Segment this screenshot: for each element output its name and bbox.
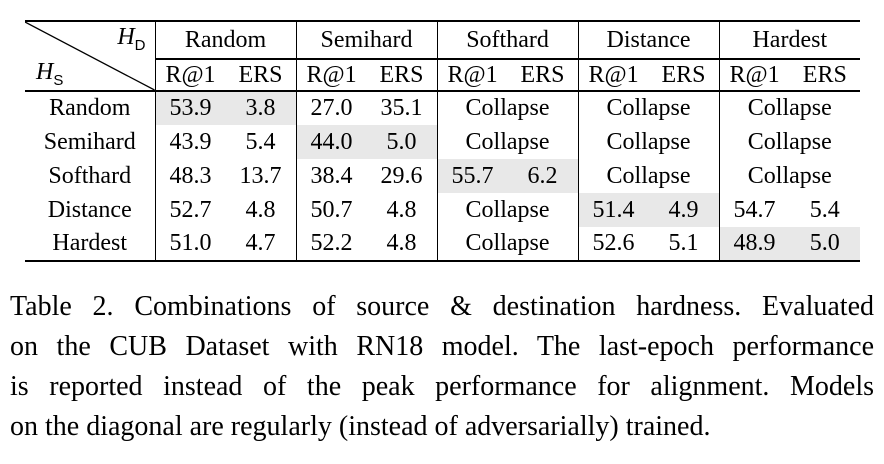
- h-symbol: H: [117, 24, 135, 50]
- row-label-distance: Distance: [47, 196, 132, 223]
- subheader-r1-softhard: R@1: [436, 59, 508, 92]
- row-label-semihard: Semihard: [43, 128, 136, 155]
- subheader-r1-semihard: R@1: [295, 59, 367, 92]
- cell-ers: 6.2: [507, 159, 579, 193]
- cell-r1: 27.0: [295, 91, 367, 125]
- cell-ers: 5.4: [809, 196, 840, 223]
- cell-r1: 52.7: [154, 193, 226, 227]
- subheader-ers-semihard: ERS: [366, 59, 438, 92]
- cell-r1: 54.7: [718, 193, 790, 227]
- caption-line-1: Table 2. Combinations of source & destin…: [10, 291, 874, 322]
- col-group-random: Random: [154, 21, 297, 60]
- subheader-ers-random: ERS: [225, 59, 297, 92]
- cell-collapse: Collapse: [436, 227, 579, 261]
- diagonal-line: [25, 22, 155, 90]
- source-hardness-axis-label: HS: [36, 59, 64, 89]
- subheader-r1-hardest: R@1: [718, 59, 790, 92]
- cell-collapse: Collapse: [718, 125, 861, 159]
- col-group-softhard: Softhard: [436, 21, 579, 60]
- corner-cell: HD HS: [25, 21, 155, 92]
- subheader-ers-softhard: ERS: [507, 59, 579, 92]
- cell-ers: 29.6: [380, 162, 423, 189]
- table-row-semihard: Semihard 43.9 5.4 44.0 5.0 Collapse Collapse Co…: [25, 125, 861, 159]
- table-caption: Table 2. Combinations of source & destin…: [10, 287, 874, 447]
- cell-r1: 53.9: [154, 91, 226, 125]
- cell-r1: 48.9: [718, 227, 790, 261]
- cell-ers: 5.0: [366, 125, 438, 159]
- cell-collapse: Collapse: [718, 91, 861, 125]
- cell-collapse: Collapse: [577, 125, 720, 159]
- cell-ers: 3.8: [225, 91, 297, 125]
- col-group-semihard: Semihard: [295, 21, 438, 60]
- row-label-softhard: Softhard: [48, 162, 132, 189]
- cell-ers: 4.8: [386, 196, 417, 223]
- cell-ers: 4.7: [245, 230, 276, 256]
- caption-line-2: on the CUB Dataset with RN18 model. The …: [10, 331, 874, 362]
- cell-ers: 4.8: [386, 230, 417, 256]
- destination-hardness-axis-label: HD: [117, 24, 146, 54]
- row-label-random: Random: [49, 95, 131, 121]
- results-table: HD HS Random Semihard Softhard Distance Hardes…: [25, 20, 861, 262]
- caption-line-3: is reported instead of the peak performa…: [10, 371, 874, 402]
- cell-collapse: Collapse: [436, 91, 579, 125]
- subheader-ers-hardest: ERS: [789, 59, 861, 92]
- col-group-hardest: Hardest: [718, 21, 861, 60]
- cell-r1: 52.6: [577, 227, 649, 261]
- cell-collapse: Collapse: [577, 159, 720, 193]
- cell-ers: 5.4: [245, 128, 276, 155]
- table-row-distance: Distance 52.7 4.8 50.7 4.8 Collapse 51.4 4.9 54.…: [25, 193, 860, 227]
- cell-ers: 4.9: [648, 193, 720, 227]
- cell-r1: 51.0: [154, 227, 226, 261]
- cell-collapse: Collapse: [436, 193, 579, 227]
- table-row-hardest: Hardest 51.0 4.7 52.2 4.8 Collapse 52.6 5.1 48.9…: [25, 227, 861, 261]
- table-row-softhard: Softhard 48.3 13.7 38.4 29.6 55.7 6.2 Collapse C…: [25, 159, 861, 193]
- cell-r1: 55.7: [436, 159, 508, 193]
- header-metric-row: R@1 ERS R@1 ERS R@1 ERS R@1 ERS R@1 ERS: [25, 59, 861, 92]
- cell-collapse: Collapse: [718, 159, 861, 193]
- cell-ers: 13.7: [239, 162, 282, 189]
- cell-r1: 50.7: [295, 193, 367, 227]
- cell-r1: 48.3: [154, 159, 226, 193]
- dest-subscript: D: [134, 36, 146, 54]
- cell-ers: 5.0: [789, 227, 861, 261]
- table-row-random: Random 53.9 3.8 27.0 35.1 Collapse Collapse Col…: [25, 91, 861, 125]
- row-label-hardest: Hardest: [52, 230, 128, 256]
- cell-r1: 43.9: [154, 125, 226, 159]
- cell-r1: 52.2: [295, 227, 367, 261]
- col-group-distance: Distance: [577, 21, 720, 60]
- subheader-ers-distance: ERS: [648, 59, 720, 92]
- cell-ers: 35.1: [380, 95, 423, 121]
- subheader-r1-distance: R@1: [577, 59, 649, 92]
- cell-collapse: Collapse: [577, 91, 720, 125]
- header-group-row: HD HS Random Semihard Softhard Distance Hardes…: [25, 21, 861, 92]
- cell-collapse: Collapse: [436, 125, 579, 159]
- cell-r1: 38.4: [295, 159, 367, 193]
- caption-line-4: on the diagonal are regularly (instead o…: [10, 411, 711, 442]
- src-subscript: S: [53, 71, 64, 89]
- subheader-r1-random: R@1: [154, 59, 226, 92]
- h-symbol: H: [36, 59, 54, 85]
- cell-r1: 51.4: [577, 193, 649, 227]
- cell-ers: 4.8: [245, 196, 276, 223]
- cell-ers: 5.1: [668, 230, 699, 256]
- cell-r1: 44.0: [295, 125, 367, 159]
